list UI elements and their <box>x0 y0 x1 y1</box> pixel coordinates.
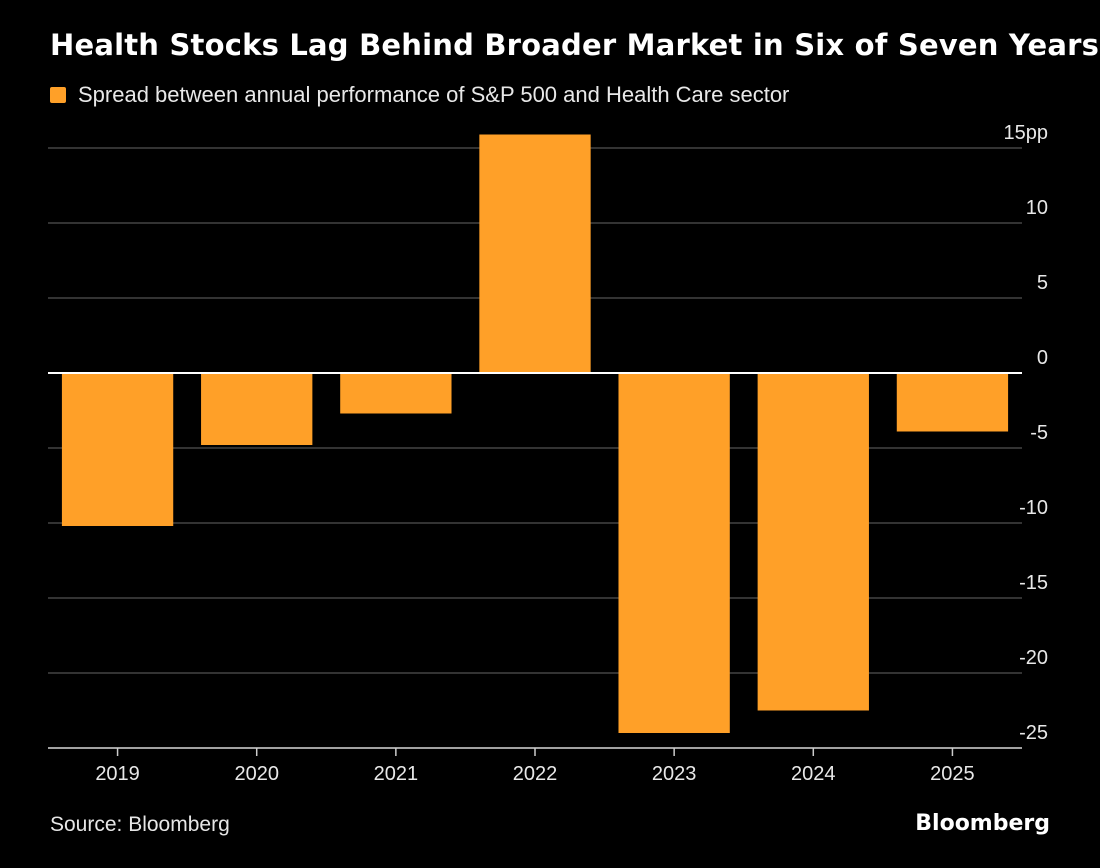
y-tick-label: 0 <box>1037 347 1048 369</box>
y-tick-label: -25 <box>1019 722 1048 744</box>
tick-labels: 15pp 10 5 0 -5 -10 -15 -20 -25 2019 2020 2021 2022 20… <box>95 122 1048 785</box>
y-tick-label: -15 <box>1019 572 1048 594</box>
x-tick-label: 2022 <box>513 763 558 785</box>
y-tick-label: 10 <box>1026 197 1048 219</box>
x-tick-label: 2021 <box>374 763 419 785</box>
bar-2021 <box>340 373 452 414</box>
y-tick-label: -20 <box>1019 647 1048 669</box>
bar-2020 <box>201 373 313 445</box>
x-tick-label: 2024 <box>791 763 836 785</box>
bar-2025 <box>896 373 1009 432</box>
y-tick-label: -10 <box>1019 497 1048 519</box>
x-tick-label: 2019 <box>95 763 140 785</box>
legend-label: Spread between annual performance of S&P… <box>78 82 790 107</box>
x-tick-label: 2025 <box>930 763 975 785</box>
bar-2022 <box>479 134 591 373</box>
axes <box>48 372 1022 756</box>
legend-swatch <box>50 87 66 103</box>
legend: Spread between annual performance of S&P… <box>50 82 789 108</box>
chart-title: Health Stocks Lag Behind Broader Market … <box>50 28 1100 62</box>
y-tick-label: -5 <box>1030 422 1048 444</box>
bars <box>61 134 1009 733</box>
bar-2019 <box>61 373 174 526</box>
x-tick-label: 2020 <box>234 763 279 785</box>
source-note: Source: Bloomberg <box>50 813 230 836</box>
bar-2023 <box>618 373 730 733</box>
y-tick-label: 5 <box>1037 272 1048 294</box>
y-tick-label: 15pp <box>1004 122 1049 144</box>
bloomberg-logo: Bloomberg <box>915 811 1050 836</box>
x-tick-label: 2023 <box>652 763 697 785</box>
bar-2024 <box>757 373 869 711</box>
